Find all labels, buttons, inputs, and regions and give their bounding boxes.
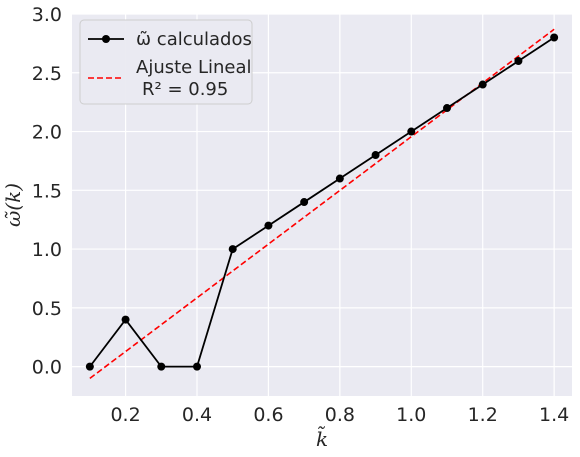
data-point-6 xyxy=(300,198,309,207)
legend-label-r2: R² = 0.95 xyxy=(142,79,228,100)
x-tick-label-1: 0.4 xyxy=(182,404,212,426)
legend-label-calculados: ω̃ calculados xyxy=(136,29,252,50)
data-point-3 xyxy=(193,362,201,371)
data-point-4 xyxy=(228,245,237,254)
data-point-9 xyxy=(407,127,416,136)
y-tick-label-3: 1.5 xyxy=(32,180,62,202)
data-point-0 xyxy=(85,362,94,371)
x-tick-label-2: 0.6 xyxy=(253,404,283,426)
y-tick-labels: 0.0 0.5 1.0 1.5 2.0 2.5 3.0 xyxy=(32,4,62,379)
series-line-ajuste-lineal xyxy=(89,28,555,380)
y-tick-label-0: 0.0 xyxy=(32,357,62,379)
series-line-calculados xyxy=(89,36,555,368)
x-axis-label: k̃ xyxy=(316,425,328,451)
data-point-8 xyxy=(371,151,380,160)
x-tick-label-6: 1.4 xyxy=(539,404,569,426)
data-point-10 xyxy=(443,104,451,113)
legend: ω̃ calculados Ajuste Lineal R² = 0.95 xyxy=(79,19,253,105)
data-point-2 xyxy=(157,362,166,371)
y-tick-label-5: 2.5 xyxy=(32,63,62,85)
y-tick-label-6: 3.0 xyxy=(32,4,62,26)
series-group xyxy=(85,28,559,380)
x-tick-label-5: 1.2 xyxy=(468,404,498,426)
y-tick-label-2: 1.0 xyxy=(32,239,62,261)
x-tick-label-4: 1.0 xyxy=(396,404,426,426)
legend-box xyxy=(79,19,253,105)
y-tick-label-1: 0.5 xyxy=(32,298,62,320)
legend-label-ajuste: Ajuste Lineal xyxy=(136,57,252,78)
x-tick-label-3: 0.8 xyxy=(325,404,355,426)
x-tick-labels: 0.2 0.4 0.6 0.8 1.0 1.2 1.4 xyxy=(110,404,569,426)
y-tick-label-4: 2.0 xyxy=(32,122,62,144)
data-point-13 xyxy=(550,33,559,42)
data-point-12 xyxy=(514,57,523,66)
x-tick-label-0: 0.2 xyxy=(110,404,140,426)
data-point-11 xyxy=(478,80,487,89)
data-point-7 xyxy=(335,174,344,183)
data-point-5 xyxy=(264,221,273,230)
y-axis-label: ω̃(k) xyxy=(1,183,25,227)
legend-marker-calculados xyxy=(102,35,110,43)
data-point-1 xyxy=(121,315,130,324)
